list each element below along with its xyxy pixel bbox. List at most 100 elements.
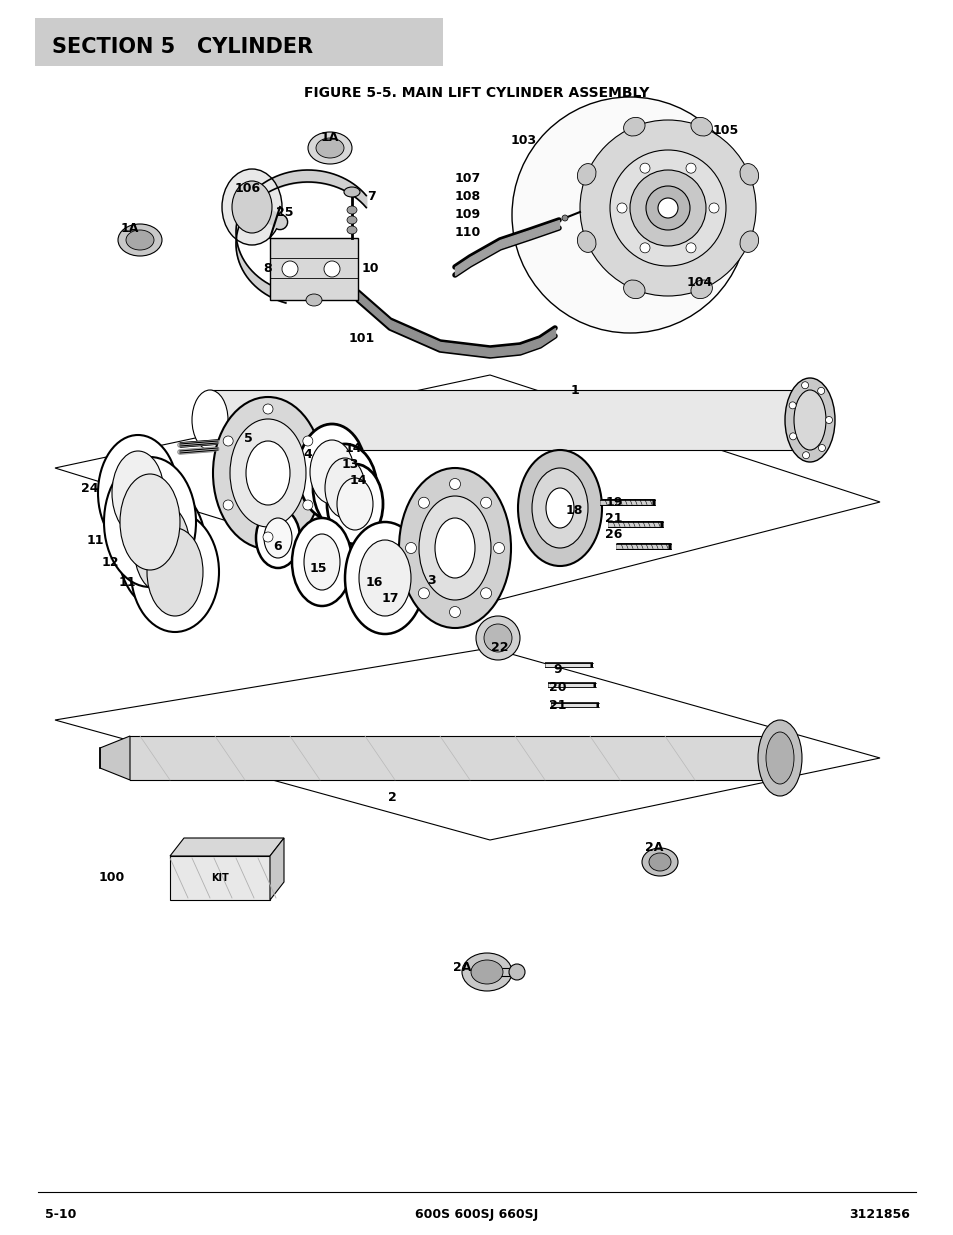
Ellipse shape (398, 468, 511, 629)
Polygon shape (170, 839, 284, 856)
Circle shape (629, 170, 705, 246)
Ellipse shape (246, 441, 290, 505)
Text: 105: 105 (712, 124, 739, 137)
Circle shape (639, 243, 649, 253)
Text: 5: 5 (243, 431, 253, 445)
Text: 17: 17 (381, 592, 398, 604)
Text: 103: 103 (511, 133, 537, 147)
Polygon shape (55, 375, 879, 601)
Ellipse shape (345, 522, 424, 634)
Ellipse shape (306, 294, 322, 306)
Text: 100: 100 (99, 872, 125, 884)
Circle shape (324, 261, 339, 277)
Circle shape (801, 382, 808, 389)
Text: 12: 12 (101, 556, 118, 568)
Ellipse shape (690, 280, 712, 299)
Text: 101: 101 (349, 331, 375, 345)
Text: 1: 1 (570, 384, 578, 396)
Ellipse shape (313, 445, 376, 532)
Text: 21: 21 (604, 511, 622, 525)
Circle shape (480, 498, 491, 509)
Circle shape (609, 149, 725, 266)
Ellipse shape (133, 503, 190, 593)
Text: FIGURE 5-5. MAIN LIFT CYLINDER ASSEMBLY: FIGURE 5-5. MAIN LIFT CYLINDER ASSEMBLY (304, 86, 649, 100)
Circle shape (639, 163, 649, 173)
Text: 3: 3 (427, 573, 436, 587)
Circle shape (512, 98, 747, 333)
Text: 2: 2 (387, 792, 395, 804)
Ellipse shape (347, 226, 356, 233)
Circle shape (483, 624, 512, 652)
Ellipse shape (623, 117, 644, 136)
Ellipse shape (222, 169, 282, 245)
Text: 5-10: 5-10 (45, 1209, 76, 1221)
Circle shape (561, 215, 567, 221)
Polygon shape (55, 648, 879, 840)
Ellipse shape (435, 517, 475, 578)
Text: 16: 16 (365, 576, 382, 589)
Circle shape (645, 186, 689, 230)
Ellipse shape (192, 390, 228, 450)
Text: 8: 8 (263, 262, 272, 274)
Ellipse shape (471, 960, 502, 984)
Text: 21: 21 (549, 699, 566, 713)
Text: 109: 109 (455, 207, 480, 221)
Ellipse shape (304, 534, 339, 590)
Text: 108: 108 (455, 189, 480, 203)
Text: 25: 25 (276, 205, 294, 219)
Ellipse shape (98, 435, 178, 551)
Text: 107: 107 (455, 172, 480, 184)
Text: 10: 10 (361, 262, 378, 274)
Ellipse shape (641, 848, 678, 876)
Ellipse shape (255, 508, 299, 568)
Ellipse shape (104, 457, 195, 587)
Circle shape (789, 432, 796, 440)
Ellipse shape (327, 464, 382, 543)
Circle shape (282, 261, 297, 277)
Text: 3121856: 3121856 (848, 1209, 909, 1221)
Circle shape (493, 542, 504, 553)
Text: 22: 22 (491, 641, 508, 655)
Text: 14: 14 (344, 441, 361, 454)
Ellipse shape (126, 230, 153, 249)
Circle shape (302, 500, 313, 510)
Circle shape (658, 198, 678, 219)
Ellipse shape (623, 280, 644, 299)
Ellipse shape (213, 396, 323, 550)
Ellipse shape (297, 424, 366, 520)
Circle shape (223, 500, 233, 510)
Circle shape (263, 532, 273, 542)
Ellipse shape (292, 517, 352, 606)
Text: 2A: 2A (453, 962, 471, 974)
Circle shape (801, 452, 809, 458)
Text: 13: 13 (341, 457, 358, 471)
Text: 20: 20 (549, 682, 566, 694)
Text: 14: 14 (349, 473, 366, 487)
Circle shape (824, 416, 832, 424)
Text: 11: 11 (118, 576, 135, 589)
Ellipse shape (517, 450, 601, 566)
Circle shape (685, 243, 696, 253)
Text: 1A: 1A (320, 131, 339, 143)
Bar (210, 390, 809, 450)
Ellipse shape (147, 529, 203, 616)
Ellipse shape (740, 163, 758, 185)
Text: 4: 4 (303, 448, 312, 462)
Ellipse shape (690, 117, 712, 136)
Circle shape (708, 203, 719, 212)
Text: 600S 600SJ 660SJ: 600S 600SJ 660SJ (415, 1209, 538, 1221)
Text: 110: 110 (455, 226, 480, 238)
Circle shape (617, 203, 626, 212)
Circle shape (788, 401, 796, 409)
Ellipse shape (118, 224, 162, 256)
Circle shape (685, 163, 696, 173)
Ellipse shape (347, 206, 356, 214)
Text: 106: 106 (234, 182, 261, 194)
Ellipse shape (784, 378, 834, 462)
Ellipse shape (509, 965, 524, 981)
Ellipse shape (131, 513, 219, 632)
Text: 104: 104 (686, 275, 713, 289)
Bar (270, 238, 357, 300)
Bar (486, 968, 517, 976)
Ellipse shape (358, 540, 411, 616)
